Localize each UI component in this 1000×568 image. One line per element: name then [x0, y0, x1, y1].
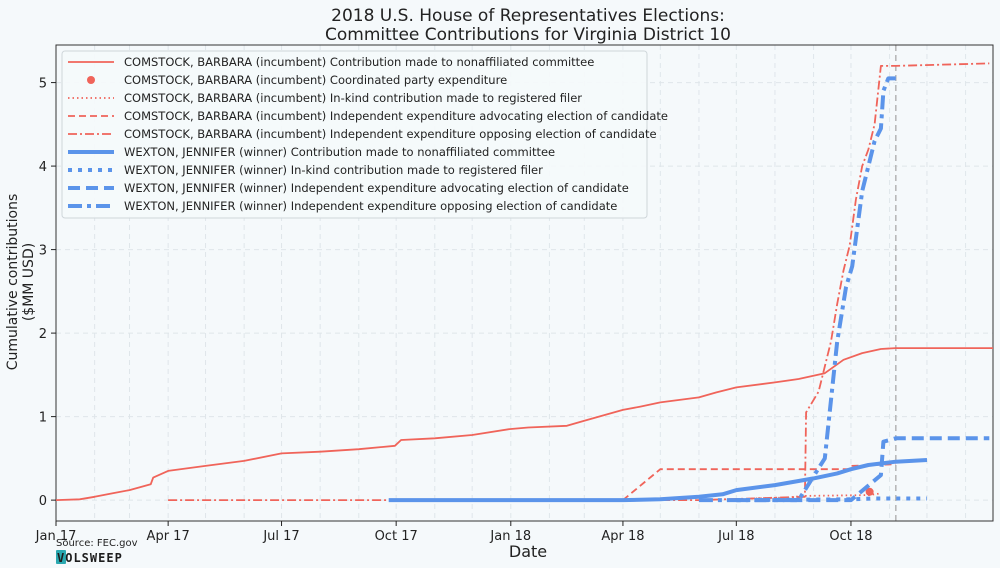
x-tick-label: Jul 18 — [717, 529, 754, 544]
y-tick-label: 0 — [39, 494, 47, 509]
x-tick-label: Oct 18 — [829, 529, 872, 544]
x-tick-label: Apr 18 — [601, 529, 644, 544]
legend-entry: COMSTOCK, BARBARA (incumbent) Contributi… — [124, 55, 594, 69]
logo-badge — [56, 550, 66, 564]
x-tick-label: Oct 17 — [375, 529, 418, 544]
y-tick-label: 3 — [39, 244, 47, 259]
y-axis-label-line2: ($MM USD) — [21, 243, 37, 321]
y-axis-label-line1: Cumulative contributions — [5, 194, 21, 371]
legend-entry: COMSTOCK, BARBARA (incumbent) In-kind co… — [124, 91, 582, 105]
tick-labels: Jan 17 Apr 17 Jul 17 Oct 17 Jan 18 Apr 18 Jul … — [35, 77, 873, 544]
legend-entry: COMSTOCK, BARBARA (incumbent) Coordinate… — [124, 73, 507, 87]
legend-box — [61, 50, 648, 219]
x-tick-label: Jan 17 — [35, 529, 77, 544]
legend-entry: WEXTON, JENNIFER (winner) Independent ex… — [124, 181, 629, 195]
series-line-7 — [736, 436, 990, 503]
plot-frame — [55, 44, 994, 522]
series-line-0 — [55, 347, 993, 501]
y-tick-label: 2 — [39, 327, 47, 342]
y-tick-label: 4 — [39, 160, 47, 175]
chart-title-line1: 2018 U.S. House of Representatives Elect… — [331, 6, 725, 26]
legend-entry: WEXTON, JENNIFER (winner) In-kind contri… — [124, 163, 543, 177]
series-layer — [55, 62, 993, 503]
legend-entry: WEXTON, JENNIFER (winner) Independent ex… — [124, 199, 617, 213]
plot-border — [55, 44, 994, 522]
y-tick-label: 1 — [39, 411, 47, 426]
legend-entry: COMSTOCK, BARBARA (incumbent) Independen… — [124, 109, 668, 123]
x-axis-label: Date — [509, 542, 547, 561]
logo-text: VOLSWEEP — [57, 551, 123, 565]
source-note: Source: FEC.gov — [56, 538, 138, 549]
legend: COMSTOCK, BARBARA (incumbent) Contributi… — [61, 50, 668, 219]
x-tick-label: Apr 17 — [147, 529, 190, 544]
y-tick-label: 5 — [39, 77, 47, 92]
series-line-8 — [698, 76, 896, 503]
x-tick-label: Jul 17 — [262, 529, 299, 544]
legend-entry: COMSTOCK, BARBARA (incumbent) Independen… — [124, 127, 657, 141]
legend-entry: WEXTON, JENNIFER (winner) Contribution m… — [124, 145, 555, 159]
x-tick-label: Jan 18 — [489, 529, 531, 544]
series-line-4 — [168, 62, 990, 501]
chart-title-line2: Committee Contributions for Virginia Dis… — [325, 25, 731, 45]
series-line-5 — [388, 458, 928, 503]
legend-marker — [87, 76, 95, 84]
series-marker-1 — [865, 487, 874, 496]
